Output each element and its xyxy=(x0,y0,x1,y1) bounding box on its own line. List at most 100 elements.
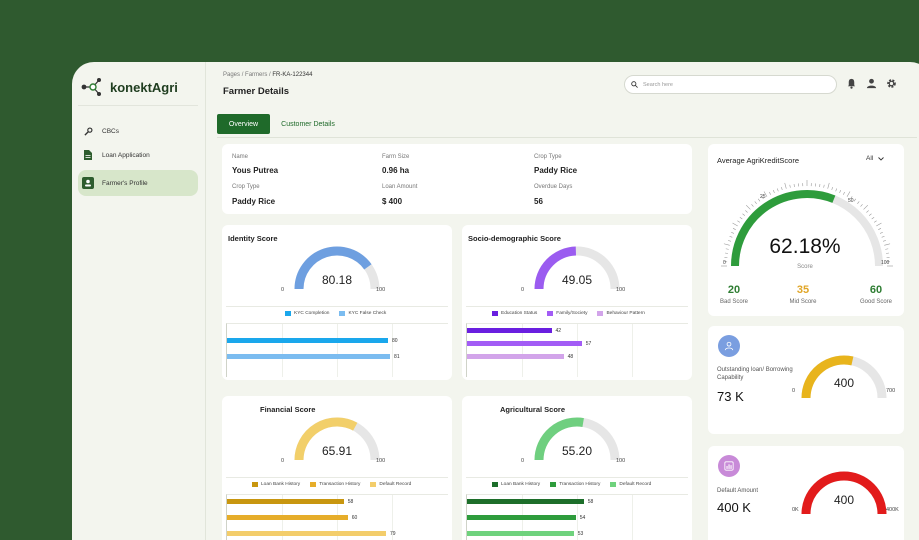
good-score-label: Good Score xyxy=(859,299,893,305)
gauge-tick xyxy=(873,220,877,223)
sidebar-item-label: CBCs xyxy=(102,127,119,135)
gauge-max-label: 400K xyxy=(886,507,899,513)
gauge-fill xyxy=(801,471,887,515)
person-icon xyxy=(718,335,740,357)
app-logo[interactable]: konektAgri xyxy=(80,76,178,98)
average-score-value: 62.18% xyxy=(769,235,841,258)
legend-swatch xyxy=(492,311,498,316)
sidebar-divider xyxy=(78,105,198,106)
good-score-stat: 60 Good Score xyxy=(851,284,901,305)
grid-line xyxy=(632,495,633,540)
bad-score-stat: 20 Bad Score xyxy=(709,284,759,305)
sidebar: konektAgri CBCs Loan Application Farmer'… xyxy=(72,62,206,540)
legend-item: Transaction History xyxy=(550,482,600,487)
score-value: 49.05 xyxy=(561,273,593,287)
legend-item: Family/Society xyxy=(547,311,587,316)
score-bar xyxy=(467,354,564,359)
gauge-tick-label: 25 xyxy=(760,194,766,200)
breadcrumb-current: FR-KA-122344 xyxy=(272,72,313,78)
score-bar xyxy=(467,499,584,504)
score-legend: Loan Bank History Transaction History Defa… xyxy=(492,482,651,487)
gauge-max-label: 100 xyxy=(376,287,386,293)
score-card-title: Agricultural Score xyxy=(500,405,566,414)
gauge-tick xyxy=(885,248,889,250)
good-score-value: 60 xyxy=(869,284,883,296)
crop-type-label: Crop Type xyxy=(232,184,260,190)
gauge-tick xyxy=(729,235,733,238)
farm-size-value: 0.96 ha xyxy=(382,166,410,175)
legend-item: KYC False Check xyxy=(339,311,386,316)
bad-score-value: 20 xyxy=(727,284,741,296)
gauge-fill xyxy=(294,417,358,461)
gauge-tick xyxy=(763,191,768,197)
gauge-tick xyxy=(881,235,885,238)
bar-value-label: 80 xyxy=(392,338,398,344)
sidebar-item-label: Farmer's Profile xyxy=(102,179,148,187)
legend-swatch xyxy=(252,482,258,487)
legend-label: Transaction History xyxy=(319,482,361,487)
gauge-tick xyxy=(723,243,730,246)
default-amount-gauge xyxy=(801,471,887,515)
gauge-tick xyxy=(737,220,741,223)
gauge-tick xyxy=(772,190,775,194)
legend-label: KYC False Check xyxy=(348,311,387,316)
gauge-tick xyxy=(725,248,729,250)
gauge-tick xyxy=(884,243,891,246)
filter-dropdown[interactable]: All xyxy=(866,155,885,162)
user-icon[interactable] xyxy=(866,78,877,89)
sidebar-item-cbcs[interactable]: CBCs xyxy=(78,118,198,144)
gauge-tick xyxy=(727,240,732,242)
gauge-fill xyxy=(534,246,577,290)
profile-card-icon xyxy=(82,177,94,189)
mid-score-label: Mid Score xyxy=(789,299,817,305)
legend-item: Default Record xyxy=(610,482,651,487)
average-score-gauge xyxy=(721,180,893,267)
legend-item: Education Status xyxy=(492,311,537,316)
score-legend: Education Status Family/Society Behaviour … xyxy=(492,311,645,316)
mid-score-stat: 35 Mid Score xyxy=(778,284,828,305)
breadcrumb-pages[interactable]: Pages xyxy=(223,72,241,78)
breadcrumb-farmers[interactable]: Farmers xyxy=(245,72,268,78)
gauge-tick xyxy=(732,222,738,227)
bar-value-label: 54 xyxy=(579,515,586,521)
legend-swatch xyxy=(492,482,498,487)
gauge-min-label: 0 xyxy=(281,287,285,293)
average-score-card: Average AgriKreditScore All 0 25 50 100 … xyxy=(708,144,904,316)
tab-overview[interactable]: Overview xyxy=(217,114,270,134)
sidebar-item-label: Loan Application xyxy=(102,151,150,159)
gauge-tick xyxy=(751,204,754,207)
farm-size-label: Farm Size xyxy=(382,154,410,160)
gauge-tick xyxy=(776,188,779,192)
gauge-tick xyxy=(857,201,860,205)
gauge-min-label: 0 xyxy=(792,388,796,394)
breadcrumb: Pages / Farmers / FR-KA-122344 xyxy=(223,72,312,78)
gauge-tick xyxy=(742,213,746,216)
gauge-tick xyxy=(878,228,882,230)
network-logo-icon xyxy=(81,78,101,96)
legend-swatch xyxy=(610,482,617,487)
sidebar-item-farmers-profile[interactable]: Farmer's Profile xyxy=(78,170,198,196)
grid-line xyxy=(392,495,393,540)
gear-icon[interactable] xyxy=(886,78,897,89)
gauge-tick xyxy=(882,240,887,242)
identity-score-card: Identity Score 80.18 0 100 KYC Completion KYC… xyxy=(222,225,452,380)
tab-bar: Overview Customer Details xyxy=(217,114,917,138)
farmer-info-card: Name Yous Putrea Farm Size 0.96 ha Crop … xyxy=(222,144,692,214)
bell-icon[interactable] xyxy=(846,78,857,89)
gauge-tick xyxy=(866,210,869,213)
gauge-fill xyxy=(534,417,584,461)
gauge-tick xyxy=(769,191,771,195)
bad-score-label: Bad Score xyxy=(719,299,749,305)
legend-label: Behaviour Pattern xyxy=(606,311,645,316)
bar-chart-icon xyxy=(718,455,740,477)
gauge-tick xyxy=(784,182,787,189)
loan-amount-value: $ 400 xyxy=(382,197,403,206)
search-input[interactable]: Search here xyxy=(624,75,837,94)
sidebar-item-loan-application[interactable]: Loan Application xyxy=(78,142,198,168)
gauge-fill xyxy=(801,355,854,399)
score-value: 55.20 xyxy=(561,444,593,458)
gauge-tick xyxy=(731,231,735,234)
borrowing-gauge-value: 400 xyxy=(833,376,855,390)
tab-customer-details[interactable]: Customer Details xyxy=(281,120,335,128)
bar-value-label: 48 xyxy=(567,354,574,360)
